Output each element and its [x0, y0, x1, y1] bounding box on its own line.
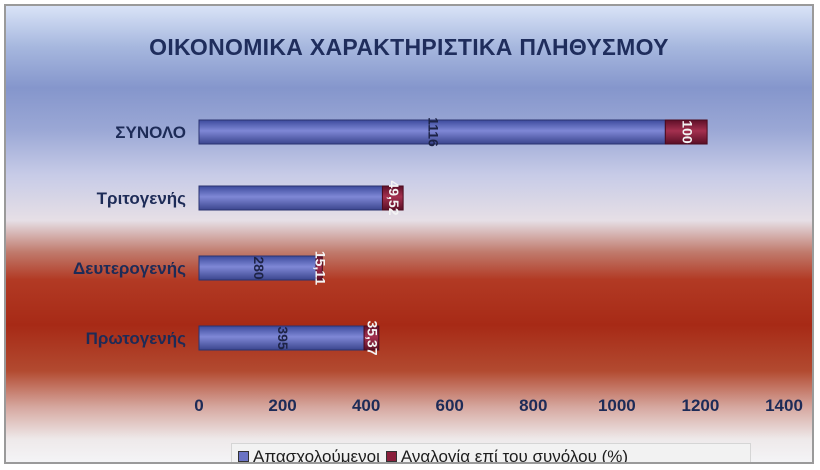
chart-legend: Απασχολούμενοι Αναλογία επί του συνόλου …	[231, 443, 751, 464]
x-tick-label: 1400	[765, 396, 803, 415]
bar-employed	[198, 325, 365, 351]
legend-swatch-ratio	[385, 451, 397, 462]
legend-label-ratio: Αναλογία επί του συνόλου (%)	[400, 446, 629, 464]
bar-ratio	[381, 185, 404, 211]
legend-swatch-employed	[238, 451, 249, 462]
x-tick-label: 0	[194, 396, 203, 415]
x-tick-label: 200	[268, 396, 296, 415]
chart-title: ΟΙΚΟΝΟΜΙΚΑ ΧΑΡΑΚΤΗΡΙΣΤΙΚΑ ΠΛΗΘΥΣΜΟΥ	[149, 34, 669, 60]
category-label: Τριτογενής	[97, 189, 186, 208]
bar-employed	[198, 185, 383, 211]
category-label: Δευτερογενής	[73, 259, 186, 278]
data-label-employed: 395	[275, 326, 291, 350]
data-label-ratio: 15,11	[312, 251, 328, 285]
chart-plot-area: ΣΥΝΟΛΟ Τριτογενής Δευτερογενής Πρωτογενής 11…	[73, 117, 803, 415]
data-label-ratio: 35,37	[365, 320, 381, 355]
legend-item-employed: Απασχολούμενοι	[238, 446, 380, 464]
x-tick-label: 600	[436, 396, 464, 415]
data-label-employed: 280	[251, 256, 267, 280]
category-label: ΣΥΝΟΛΟ	[115, 123, 186, 142]
legend-item-ratio: Αναλογία επί του συνόλου (%)	[385, 446, 629, 464]
bar-employed	[198, 119, 666, 145]
x-tick-label: 400	[352, 396, 380, 415]
data-label-employed: 1116	[425, 117, 441, 147]
bar-ratio	[363, 325, 380, 351]
chart-frame: ΟΙΚΟΝΟΜΙΚΑ ΧΑΡΑΚΤΗΡΙΣΤΙΚΑ ΠΛΗΘΥΣΜΟΥ ΣΥΝΟ…	[4, 4, 814, 464]
data-label-ratio: 100	[680, 120, 696, 144]
legend-label-employed: Απασχολούμενοι	[253, 446, 380, 464]
x-tick-label: 1200	[682, 396, 720, 415]
data-label-ratio: 49,52	[386, 180, 402, 215]
x-tick-label: 800	[519, 396, 547, 415]
x-tick-label: 1000	[598, 396, 636, 415]
bar-ratio	[664, 119, 708, 145]
bar-ratio	[315, 255, 323, 281]
category-label: Πρωτογενής	[86, 329, 187, 348]
